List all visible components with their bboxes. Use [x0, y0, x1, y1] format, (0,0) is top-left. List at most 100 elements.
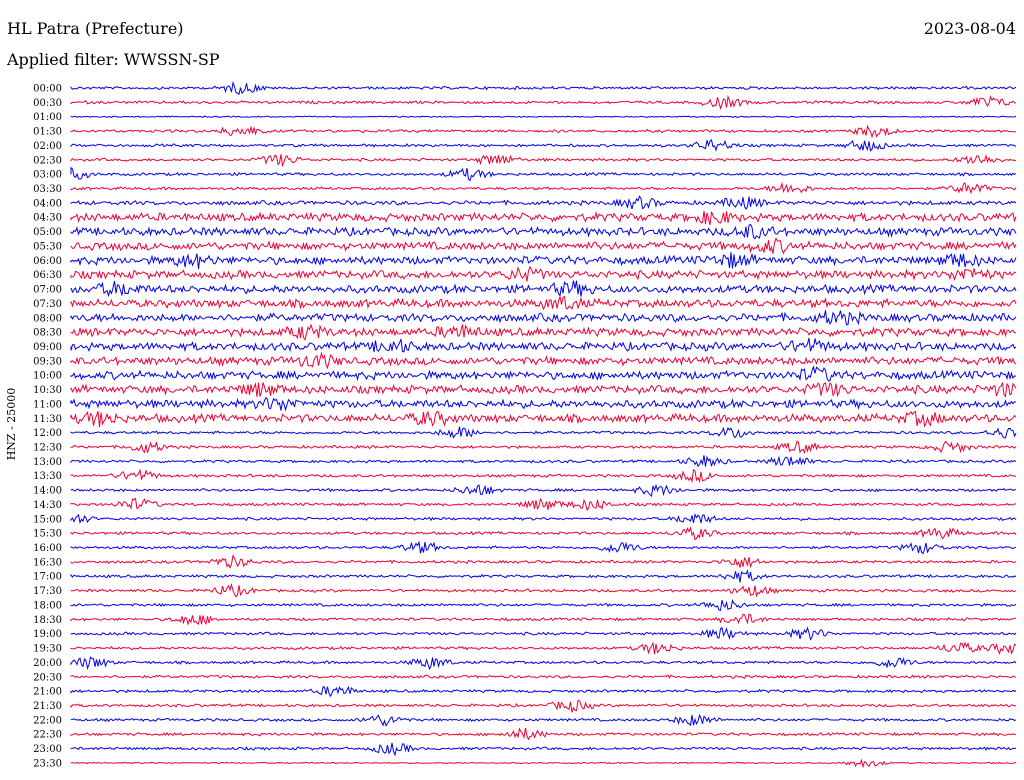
row-label: 04:00 [33, 198, 62, 209]
row-label: 16:30 [33, 557, 62, 568]
row-label: 11:00 [33, 399, 62, 410]
row-label: 06:30 [33, 270, 62, 281]
trace-line [70, 181, 1017, 195]
row-label: 21:30 [33, 701, 62, 712]
row-label: 13:30 [33, 471, 62, 482]
row-label: 19:30 [33, 644, 62, 655]
trace-line [70, 526, 1017, 541]
trace-line [70, 166, 1017, 182]
trace-line [70, 337, 1017, 353]
trace-line [70, 139, 1017, 152]
trace-line [70, 323, 1016, 341]
row-label: 20:30 [33, 672, 62, 683]
row-label: 18:00 [33, 600, 62, 611]
row-label: 18:30 [33, 615, 62, 626]
trace-line [70, 513, 1017, 524]
trace-line [70, 310, 1017, 326]
y-axis-label: HNZ - 25000 [5, 388, 18, 461]
row-label: 07:30 [33, 299, 62, 310]
row-label: 05:30 [33, 241, 62, 252]
trace-line [70, 295, 1017, 311]
row-labels: 00:00 00:30 01:00 01:30 02:00 02:30 03:00 03:30… [33, 84, 62, 770]
row-label: 03:00 [33, 170, 62, 181]
trace-line [70, 582, 1017, 598]
row-label: 09:00 [33, 342, 62, 353]
row-label: 15:00 [33, 514, 62, 525]
row-label: 14:30 [33, 500, 62, 511]
trace-line [70, 598, 1017, 612]
trace-line [70, 626, 1017, 641]
row-label: 07:00 [33, 285, 62, 296]
row-label: 16:00 [33, 543, 62, 554]
row-label: 08:00 [33, 313, 62, 324]
row-label: 00:30 [33, 98, 62, 109]
trace-line [70, 396, 1017, 412]
row-label: 15:30 [33, 529, 62, 540]
trace-line [70, 223, 1017, 240]
date-label: 2023-08-04 [923, 19, 1016, 38]
trace-line [70, 351, 1017, 370]
trace-line [70, 569, 1017, 583]
row-label: 00:00 [33, 84, 62, 95]
trace-line [70, 641, 1017, 655]
trace-line [70, 115, 1017, 118]
trace-line [70, 365, 1017, 382]
row-label: 08:30 [33, 328, 62, 339]
trace-line [70, 758, 1017, 769]
row-label: 23:00 [33, 744, 62, 755]
trace-line [70, 153, 1017, 168]
trace-line [70, 440, 1017, 455]
trace-line [70, 237, 1017, 255]
row-label: 02:00 [33, 141, 62, 152]
trace-line [70, 483, 1017, 498]
trace-line [70, 265, 1017, 282]
row-label: 13:00 [33, 457, 62, 468]
row-label: 10:30 [33, 385, 62, 396]
trace-line [70, 410, 1017, 428]
row-label: 22:00 [33, 715, 62, 726]
row-label: 04:30 [33, 213, 62, 224]
row-label: 10:00 [33, 371, 62, 382]
row-label: 21:00 [33, 687, 62, 698]
trace-line [70, 674, 1017, 679]
trace-line [70, 685, 1017, 698]
trace-line [70, 210, 1017, 226]
filter-label: Applied filter: WWSSN-SP [7, 50, 220, 69]
trace-line [70, 252, 1017, 269]
trace-line [70, 468, 1017, 484]
row-label: 14:00 [33, 486, 62, 497]
row-label: 02:30 [33, 155, 62, 166]
trace-line [70, 455, 1017, 468]
station-title: HL Patra (Prefecture) [7, 19, 184, 38]
row-label: 03:30 [33, 184, 62, 195]
trace-line [70, 381, 1017, 398]
trace-line [70, 656, 1017, 671]
row-label: 12:00 [33, 428, 62, 439]
traces [70, 80, 1017, 769]
trace-line [70, 742, 1017, 757]
trace-line [70, 540, 1017, 555]
row-label: 01:30 [33, 127, 62, 138]
trace-line [70, 613, 1017, 626]
trace-line [70, 727, 1017, 741]
row-label: 23:30 [33, 758, 62, 769]
row-label: 11:30 [33, 414, 62, 425]
trace-line [70, 94, 1017, 110]
row-label: 17:00 [33, 572, 62, 583]
trace-line [70, 713, 1017, 727]
trace-line [70, 426, 1017, 439]
trace-line [70, 497, 1017, 511]
trace-line [70, 699, 1017, 713]
trace-line [70, 80, 1017, 96]
row-label: 17:30 [33, 586, 62, 597]
row-label: 06:00 [33, 256, 62, 267]
row-label: 01:00 [33, 112, 62, 123]
row-label: 09:30 [33, 356, 62, 367]
trace-line [70, 195, 1017, 210]
row-label: 12:30 [33, 443, 62, 454]
trace-line [70, 280, 1017, 298]
trace-line [70, 124, 1017, 139]
row-label: 19:00 [33, 629, 62, 640]
row-label: 20:00 [33, 658, 62, 669]
